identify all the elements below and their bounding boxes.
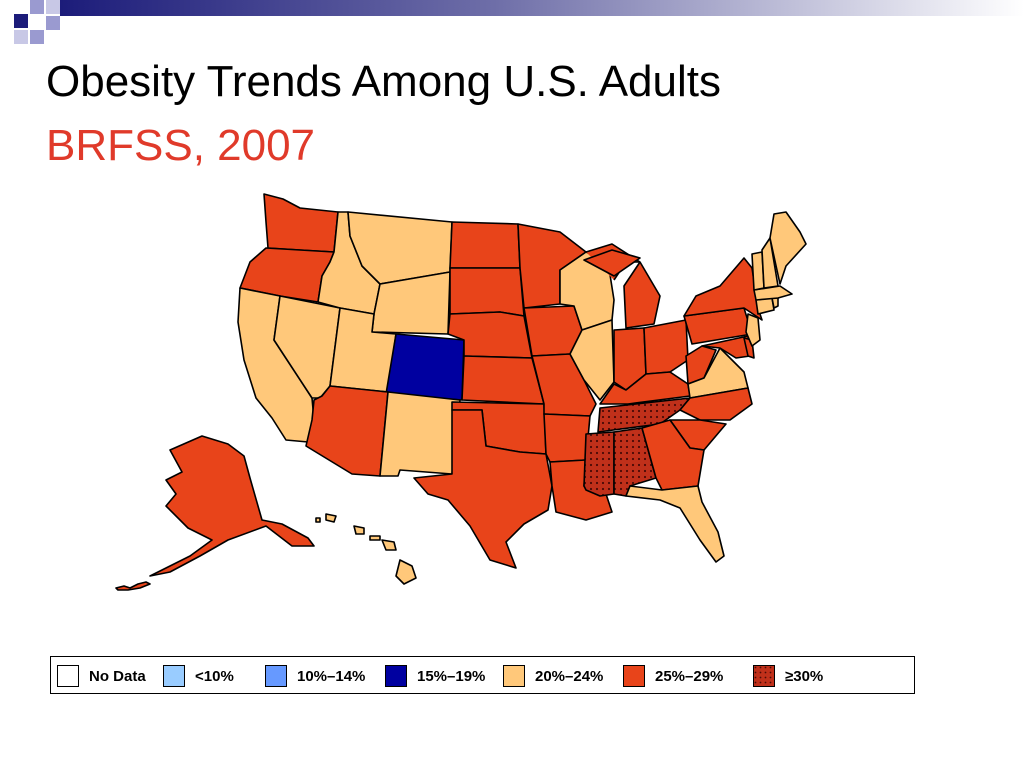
state-maine	[769, 211, 807, 285]
state-new-mexico	[379, 391, 461, 477]
state-illinois	[569, 319, 615, 401]
legend-label: No Data	[89, 667, 146, 685]
legend-item-under-10: <10%	[163, 664, 234, 688]
us-obesity-map	[115, 193, 807, 591]
alaska-islands	[115, 581, 151, 591]
state-new-hampshire	[761, 237, 779, 289]
state-alaska	[149, 435, 315, 577]
state-arkansas	[543, 413, 591, 463]
legend-label: 10%–14%	[297, 667, 366, 685]
state-west-virginia	[685, 345, 717, 385]
legend-item-25-29: 25%–29%	[623, 664, 723, 688]
state-hawaii-oahu	[353, 525, 365, 535]
legend-item-no-data: No Data	[57, 664, 146, 688]
legend-item-10-14: 10%–14%	[265, 664, 365, 688]
legend-swatch-20-24	[503, 665, 525, 687]
legend-item-15-19: 15%–19%	[385, 664, 485, 688]
state-tennessee	[597, 397, 691, 433]
legend-swatch-no-data	[57, 665, 79, 687]
state-hawaii-kauai	[325, 513, 337, 523]
state-texas	[413, 409, 553, 569]
state-mississippi	[583, 431, 615, 497]
state-kansas	[461, 355, 545, 405]
legend-label: 20%–24%	[535, 667, 604, 685]
legend-swatch-25-29	[623, 665, 645, 687]
map-legend: No Data <10% 10%–14% 15%–19% 20%–24% 25%…	[50, 656, 915, 694]
header-decoration	[14, 0, 1024, 44]
state-arizona	[305, 385, 389, 477]
legend-item-30-plus: ≥30%	[753, 664, 823, 688]
state-michigan-upper	[583, 249, 641, 277]
slide-title: Obesity Trends Among U.S. Adults	[46, 57, 721, 106]
legend-item-20-24: 20%–24%	[503, 664, 603, 688]
legend-swatch-15-19	[385, 665, 407, 687]
state-wyoming	[371, 271, 451, 335]
state-rhode-island	[771, 297, 779, 309]
legend-label: <10%	[195, 667, 234, 685]
legend-label: ≥30%	[785, 667, 824, 685]
legend-label: 15%–19%	[417, 667, 486, 685]
state-hawaii-maui	[381, 539, 397, 551]
state-new-york	[683, 257, 763, 321]
state-ohio	[643, 319, 689, 375]
state-south-dakota	[449, 267, 525, 317]
state-new-jersey	[745, 313, 761, 347]
state-north-carolina	[679, 387, 753, 421]
state-washington	[263, 193, 339, 253]
state-hawaii-niihau	[315, 517, 321, 523]
slide-subtitle: BRFSS, 2007	[46, 121, 316, 170]
state-north-dakota	[449, 221, 521, 269]
legend-swatch-under-10	[163, 665, 185, 687]
state-hawaii-big	[395, 559, 417, 585]
legend-label: 25%–29%	[655, 667, 724, 685]
state-florida	[625, 485, 725, 563]
state-colorado	[385, 333, 465, 401]
legend-swatch-10-14	[265, 665, 287, 687]
state-maryland	[701, 335, 751, 359]
state-hawaii-molokai	[369, 535, 381, 541]
legend-swatch-30-plus	[753, 665, 775, 687]
state-georgia	[641, 419, 705, 491]
